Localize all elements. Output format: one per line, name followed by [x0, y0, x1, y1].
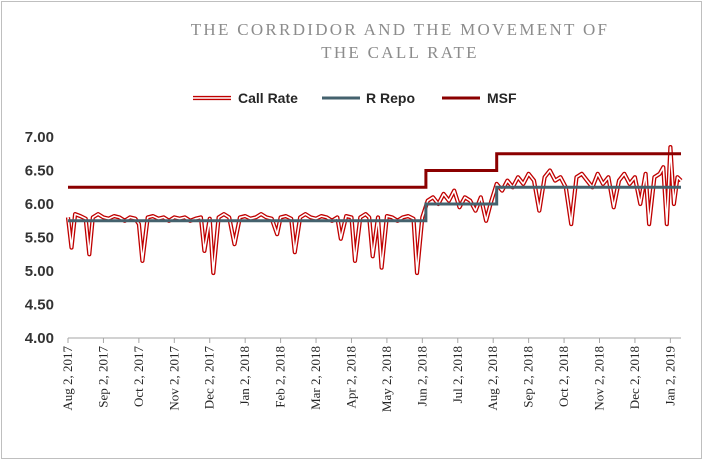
legend-label: R Repo	[366, 90, 415, 106]
x-tick-label: Nov 2, 2018	[592, 346, 607, 411]
y-tick-label: 7.00	[25, 129, 54, 146]
chart-title-line-1: THE CORRDIDOR AND THE MOVEMENT OF	[190, 20, 610, 39]
x-tick-label: Jan 2, 2018	[237, 346, 252, 406]
x-tick-label: Aug 2, 2017	[60, 346, 75, 411]
x-tick-label: Jul 2, 2018	[450, 346, 465, 403]
plot-area	[65, 145, 683, 276]
y-tick-label: 6.50	[25, 163, 54, 180]
x-tick-label: Dec 2, 2017	[202, 346, 217, 410]
y-tick-label: 5.00	[25, 263, 54, 280]
y-tick-label: 6.00	[25, 196, 54, 213]
x-tick-label: Dec 2, 2018	[627, 346, 642, 409]
y-tick-label: 5.50	[25, 230, 54, 247]
x-axis: Aug 2, 2017 Sep 2, 2017 Oct 2, 2017 Nov 2, …	[60, 337, 681, 412]
x-tick-label: Oct 2, 2018	[556, 346, 571, 407]
legend-item-r-repo: R Repo	[322, 90, 415, 106]
chart-title-line-2: THE CALL RATE	[321, 43, 479, 62]
x-tick-label: Nov 2, 2017	[166, 346, 181, 411]
legend-item-call-rate: Call Rate	[193, 90, 298, 106]
x-tick-label: Jun 2, 2018	[414, 346, 429, 406]
series-line-msf	[68, 152, 681, 189]
x-tick-label: Mar 2, 2018	[308, 346, 323, 410]
chart-legend: Call Rate R Repo MSF	[193, 90, 517, 106]
y-tick-label: 4.50	[25, 297, 54, 314]
x-tick-label: May 2, 2018	[379, 346, 394, 412]
chart-title: THE CORRDIDOR AND THE MOVEMENT OF THE CA…	[60, 18, 703, 64]
x-tick-label: Aug 2, 2018	[485, 346, 500, 411]
legend-label: MSF	[487, 90, 517, 106]
x-tick-label: Apr 2, 2018	[343, 346, 358, 408]
y-axis: 4.00 4.50 5.00 5.50 6.00 6.50 7.00	[25, 129, 54, 347]
x-tick-label: Oct 2, 2017	[131, 346, 146, 408]
x-tick-label: Jan 2, 2019	[662, 346, 677, 406]
y-tick-label: 4.00	[25, 330, 54, 347]
x-tick-label: Feb 2, 2018	[273, 346, 288, 408]
legend-item-msf: MSF	[442, 90, 517, 106]
legend-label: Call Rate	[238, 90, 298, 106]
x-tick-label: Sep 2, 2018	[521, 346, 536, 408]
series-line-r-repo	[68, 185, 681, 223]
x-tick-label: Sep 2, 2017	[95, 346, 110, 408]
series-line-call-rate	[65, 145, 683, 276]
series-line-call-rate-inner	[67, 146, 682, 274]
